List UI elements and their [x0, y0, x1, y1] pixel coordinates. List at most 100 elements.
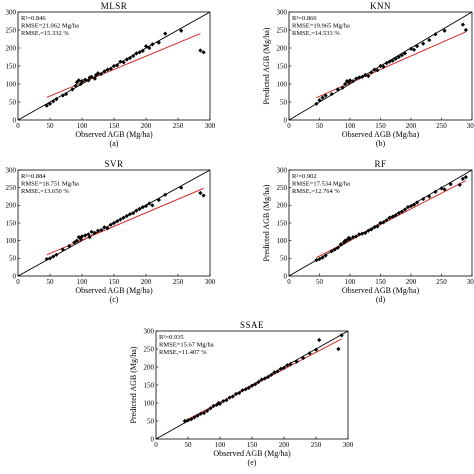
- data-point: [346, 235, 351, 240]
- data-point: [143, 44, 149, 49]
- x-tick-label: 0: [16, 278, 20, 286]
- data-point: [47, 256, 53, 261]
- x-tick-label: 200: [141, 122, 152, 130]
- y-tick-label: 0: [151, 435, 155, 443]
- data-point: [115, 63, 120, 68]
- data-point: [390, 214, 395, 219]
- data-point: [201, 193, 206, 198]
- data-point: [317, 98, 322, 103]
- data-point: [118, 59, 123, 64]
- data-point: [354, 76, 359, 81]
- x-tick-label: 100: [345, 278, 356, 286]
- data-point: [89, 74, 94, 79]
- data-point: [140, 205, 145, 210]
- data-point: [269, 372, 274, 378]
- y-tick-label: 250: [6, 26, 17, 34]
- y-tick-label: 250: [277, 184, 288, 192]
- panel-caption: (d): [376, 295, 386, 304]
- stat-text: RMSEᵣ=13.650 %: [21, 188, 69, 195]
- data-point: [313, 347, 319, 352]
- x-tick-label: 100: [77, 278, 88, 286]
- data-point: [307, 351, 312, 356]
- data-point: [127, 212, 133, 217]
- data-point: [47, 101, 53, 106]
- stat-text: R²=0.866: [292, 15, 317, 22]
- data-point: [72, 240, 77, 245]
- data-point: [111, 63, 117, 69]
- data-point: [198, 48, 203, 53]
- panel-svr: SVR 0 50 100 150 200 250 300 0 50 100 150 200 250 300 O…: [6, 159, 216, 304]
- data-point: [115, 219, 120, 224]
- data-point: [92, 76, 97, 81]
- x-tick-label: 250: [436, 278, 447, 286]
- x-tick-label: 50: [47, 122, 55, 130]
- data-point: [357, 75, 362, 80]
- y-tick-label: 100: [277, 80, 288, 88]
- data-point: [89, 229, 94, 234]
- data-point: [387, 215, 392, 220]
- x-tick-label: 0: [16, 122, 20, 130]
- x-axis-label: Observed AGB (Mg/ha): [213, 449, 291, 458]
- data-point: [134, 208, 139, 213]
- y-tick-label: 100: [6, 237, 17, 245]
- y-tick-label: 150: [144, 381, 155, 389]
- data-point: [60, 247, 65, 252]
- data-point: [350, 79, 356, 84]
- data-point: [224, 398, 229, 403]
- data-point: [134, 51, 139, 56]
- data-point: [44, 256, 49, 262]
- data-point: [51, 99, 56, 104]
- data-point: [463, 27, 468, 33]
- data-point: [378, 63, 383, 69]
- data-point: [335, 245, 340, 250]
- data-point: [421, 196, 426, 202]
- data-point: [411, 202, 417, 207]
- data-point: [262, 376, 267, 381]
- x-tick-label: 200: [141, 278, 152, 286]
- data-point: [201, 410, 207, 416]
- data-point: [372, 225, 377, 230]
- x-tick-label: 150: [247, 441, 258, 449]
- stat-text: RMSEᵣ=14.533 %: [292, 30, 340, 37]
- data-point: [233, 391, 239, 397]
- x-tick-label: 300: [467, 278, 474, 286]
- data-point: [87, 235, 92, 240]
- data-point: [288, 362, 293, 367]
- data-point: [272, 370, 277, 375]
- data-point: [329, 91, 334, 97]
- data-point: [375, 224, 380, 229]
- data-point: [54, 97, 59, 102]
- x-axis-label: Observed AGB (Mg/ha): [75, 286, 153, 295]
- y-tick-label: 50: [147, 417, 155, 425]
- stat-text: R²=0.902: [292, 173, 317, 180]
- data-point: [320, 95, 325, 100]
- data-point: [211, 403, 216, 408]
- data-point: [74, 238, 79, 243]
- data-point: [198, 411, 203, 416]
- data-point: [442, 28, 447, 33]
- x-tick-label: 300: [467, 122, 474, 130]
- y-tick-label: 0: [13, 272, 17, 280]
- chart-title: KNN: [370, 1, 391, 11]
- data-point: [338, 242, 343, 247]
- data-point: [243, 387, 248, 392]
- stat-text: R²=0.935: [159, 334, 184, 341]
- data-point: [182, 418, 187, 424]
- data-point: [179, 28, 184, 33]
- data-point: [336, 346, 341, 352]
- data-point: [124, 57, 129, 62]
- x-tick-label: 0: [287, 278, 291, 286]
- x-tick-label: 300: [205, 122, 216, 130]
- data-point: [396, 54, 401, 60]
- data-point: [384, 61, 389, 66]
- data-point: [399, 53, 404, 58]
- data-point: [67, 243, 72, 249]
- data-point: [99, 227, 104, 233]
- data-point: [411, 47, 417, 52]
- data-point: [323, 93, 328, 98]
- data-point: [442, 187, 447, 192]
- x-tick-label: 200: [279, 441, 290, 449]
- data-point: [92, 230, 97, 235]
- data-point: [70, 87, 75, 92]
- data-point: [369, 70, 374, 75]
